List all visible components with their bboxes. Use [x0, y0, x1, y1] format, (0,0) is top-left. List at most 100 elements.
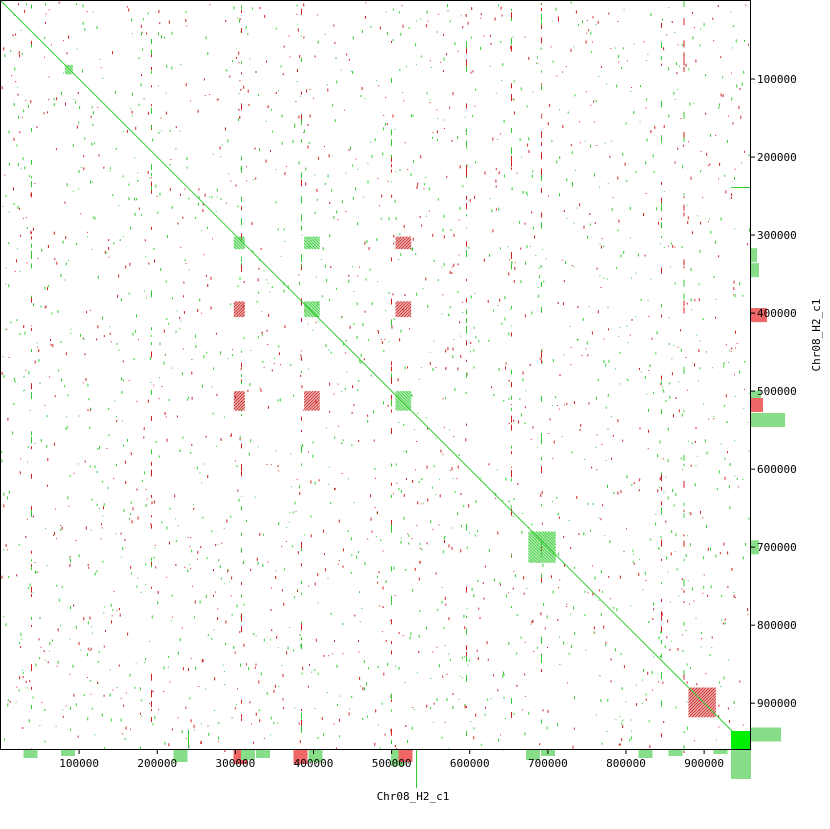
- noise-dot: [622, 439, 624, 442]
- noise-dot: [404, 142, 406, 144]
- noise-dot: [432, 721, 434, 723]
- noise-dot: [238, 498, 240, 502]
- noise-dot: [448, 617, 450, 621]
- noise-dot: [283, 289, 285, 293]
- noise-dot: [94, 572, 96, 576]
- noise-dot: [341, 316, 343, 319]
- noise-dot: [742, 556, 744, 560]
- noise-dot: [295, 100, 297, 102]
- noise-dot: [541, 168, 542, 176]
- noise-dot: [547, 647, 548, 648]
- noise-dot: [662, 458, 664, 460]
- noise-dot: [381, 194, 383, 198]
- noise-dot: [328, 154, 330, 158]
- noise-dot: [358, 551, 359, 553]
- noise-dot: [86, 677, 88, 678]
- noise-dot: [20, 168, 22, 170]
- noise-dot: [511, 382, 512, 388]
- noise-dot: [631, 318, 633, 321]
- noise-dot: [693, 600, 695, 602]
- noise-dot: [13, 403, 15, 405]
- noise-dot: [241, 265, 242, 272]
- noise-dot: [308, 585, 310, 587]
- noise-dot: [189, 546, 191, 548]
- noise-dot: [412, 114, 414, 117]
- noise-dot: [150, 177, 152, 179]
- noise-dot: [200, 312, 202, 314]
- noise-dot: [239, 80, 241, 82]
- noise-dot: [300, 374, 302, 377]
- noise-dot: [31, 236, 32, 240]
- noise-dot: [2, 549, 4, 551]
- noise-dot: [370, 141, 371, 143]
- noise-dot: [132, 92, 133, 96]
- noise-dot: [31, 40, 32, 46]
- noise-dot: [648, 621, 650, 623]
- noise-dot: [638, 572, 640, 576]
- noise-dot: [733, 280, 735, 284]
- noise-dot: [203, 355, 205, 359]
- noise-dot: [594, 173, 595, 177]
- block-hatch: [532, 531, 556, 555]
- noise-dot: [231, 60, 233, 62]
- noise-dot: [692, 231, 693, 235]
- noise-dot: [730, 72, 732, 74]
- noise-dot: [607, 484, 608, 488]
- noise-dot: [466, 523, 467, 531]
- noise-dot: [241, 72, 242, 75]
- noise-dot: [46, 484, 48, 487]
- noise-dot: [25, 369, 27, 371]
- noise-dot: [419, 560, 421, 564]
- noise-dot: [284, 172, 286, 176]
- noise-dot: [342, 623, 344, 625]
- noise-dot: [65, 427, 67, 430]
- noise-dot: [261, 331, 263, 335]
- noise-dot: [143, 290, 145, 292]
- noise-dot: [683, 307, 685, 314]
- noise-dot: [660, 536, 662, 538]
- noise-dot: [677, 44, 679, 46]
- noise-dot: [524, 673, 526, 676]
- noise-dot: [63, 72, 65, 74]
- noise-dot: [680, 329, 681, 332]
- noise-dot: [653, 608, 655, 611]
- noise-dot: [382, 152, 384, 156]
- noise-dot: [187, 537, 189, 538]
- noise-dot: [301, 179, 302, 184]
- noise-dot: [492, 137, 494, 141]
- noise-dot: [13, 203, 15, 205]
- noise-dot: [34, 360, 36, 364]
- noise-dot: [104, 606, 106, 608]
- noise-dot: [631, 87, 633, 88]
- noise-dot: [209, 196, 210, 198]
- noise-dot: [513, 98, 515, 101]
- noise-dot: [109, 326, 111, 328]
- noise-dot: [241, 547, 242, 553]
- noise-dot: [263, 533, 265, 536]
- noise-dot: [618, 335, 620, 337]
- noise-dot: [541, 21, 542, 25]
- noise-dot: [239, 436, 241, 439]
- noise-dot: [591, 50, 593, 53]
- noise-dot: [687, 389, 689, 391]
- noise-dot: [537, 287, 539, 288]
- noise-dot: [66, 425, 68, 429]
- noise-dot: [466, 65, 467, 72]
- noise-dot: [72, 664, 74, 668]
- noise-dot: [613, 492, 615, 495]
- noise-dot: [130, 226, 132, 230]
- block-hatch: [395, 236, 399, 240]
- noise-dot: [692, 36, 694, 40]
- noise-dot: [225, 69, 227, 71]
- noise-dot: [359, 685, 361, 687]
- noise-dot: [457, 263, 459, 266]
- noise-dot: [297, 28, 299, 32]
- noise-dot: [728, 485, 730, 489]
- noise-dot: [239, 276, 241, 280]
- noise-dot: [664, 645, 666, 649]
- noise-dot: [661, 197, 662, 203]
- noise-dot: [736, 478, 738, 480]
- noise-dot: [45, 305, 47, 308]
- noise-dot: [383, 114, 385, 116]
- x-axis-title: Chr08_H2_c1: [377, 790, 450, 803]
